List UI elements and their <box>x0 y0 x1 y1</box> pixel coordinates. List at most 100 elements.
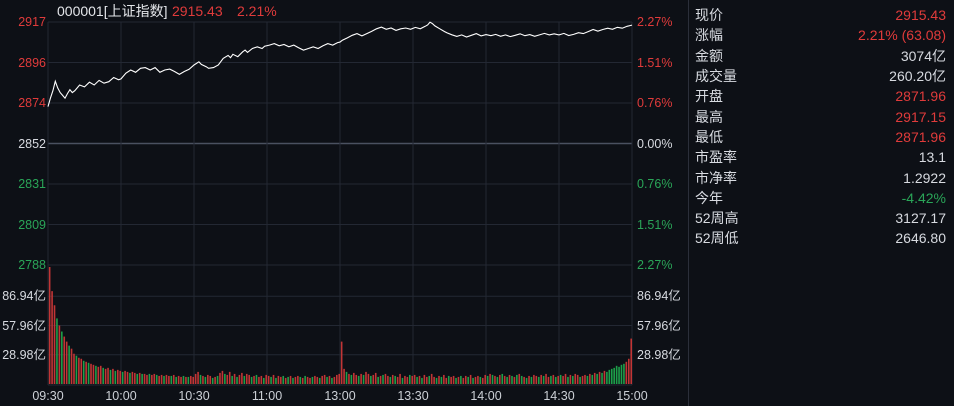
volume-bar <box>250 376 253 384</box>
volume-bar <box>243 375 246 384</box>
volume-bar <box>270 376 272 384</box>
volume-bar <box>114 370 117 384</box>
volume-bar <box>340 341 343 384</box>
volume-bar <box>608 369 611 384</box>
volume-bar <box>194 373 197 384</box>
volume-bar <box>601 372 603 384</box>
volume-bar <box>92 364 95 384</box>
volume-bar <box>297 375 299 384</box>
quote-row-value: 2915.43 <box>895 7 946 24</box>
volume-bar <box>219 372 221 384</box>
quote-row-value: 2917.15 <box>895 108 946 125</box>
volume-bar <box>408 374 411 384</box>
volume-bar <box>374 372 377 384</box>
volume-bar <box>491 374 494 384</box>
quote-row-value: 1.2922 <box>903 169 946 186</box>
volume-bar <box>518 373 521 384</box>
quote-row: 开盘 2871.96 <box>689 86 954 106</box>
volume-bar <box>615 365 618 384</box>
volume-bar <box>197 371 199 384</box>
volume-bar <box>564 373 567 384</box>
volume-bar <box>520 375 523 384</box>
volume-bar <box>292 377 294 384</box>
volume-bar <box>589 373 591 384</box>
quote-row: 成交量 260.20亿 <box>689 66 954 86</box>
volume-bar <box>389 376 392 384</box>
volume-bar <box>499 374 501 384</box>
volume-bar <box>423 374 426 384</box>
volume-bar <box>185 376 187 384</box>
volume-bar <box>112 368 114 384</box>
volume-bar <box>443 374 445 384</box>
volume-bar <box>447 375 450 384</box>
volume-bar <box>221 370 224 384</box>
quote-row-value: 3074亿 <box>900 47 946 64</box>
volume-bar <box>391 374 394 384</box>
percent-axis-label: 0.00% <box>637 136 673 151</box>
volume-bar <box>131 371 134 384</box>
quote-row: 金额 3074亿 <box>689 46 954 66</box>
volume-bar <box>267 375 270 384</box>
volume-bar <box>231 375 233 384</box>
volume-bar <box>97 366 100 384</box>
volume-bar <box>258 376 260 384</box>
volume-bar <box>65 341 68 384</box>
volume-bar <box>146 374 148 384</box>
time-axis-label: 15:00 <box>616 389 648 403</box>
volume-bar <box>567 376 569 384</box>
panel-divider <box>688 0 689 406</box>
volume-bar <box>533 374 535 384</box>
volume-bar <box>345 371 348 384</box>
volume-bar <box>165 374 168 384</box>
volume-bar <box>382 374 384 384</box>
volume-bar <box>214 376 216 384</box>
quote-row: 52周高 3127.17 <box>689 208 954 228</box>
volume-bar <box>370 375 372 384</box>
volume-bar <box>299 376 302 384</box>
symbol-title: 000001[上证指数] <box>57 3 168 19</box>
volume-bar <box>627 358 630 384</box>
volume-bar <box>284 377 287 384</box>
volume-bar <box>275 377 277 384</box>
volume-bar <box>301 377 304 384</box>
volume-bar <box>554 376 557 384</box>
volume-bar <box>304 375 306 384</box>
quote-row-label: 最高 <box>695 108 723 125</box>
quote-row-label: 今年 <box>695 189 723 206</box>
volume-bar <box>494 375 496 384</box>
volume-bar <box>199 374 202 384</box>
volume-bar <box>481 377 484 384</box>
volume-bar <box>56 318 58 384</box>
volume-bar <box>516 374 518 384</box>
volume-bar <box>606 371 608 384</box>
volume-bar <box>394 375 396 384</box>
volume-bar <box>226 374 229 384</box>
volume-bar <box>316 376 319 384</box>
quote-panel: 现价 2915.43 涨幅 2.21% (63.08) 金额 3074亿 成交量 260.20… <box>689 5 954 249</box>
volume-bar <box>450 376 452 384</box>
volume-bar <box>82 360 85 384</box>
volume-bar <box>87 362 90 384</box>
volume-bar <box>180 376 182 384</box>
volume-bar <box>78 357 80 384</box>
price-axis-label: 2831 <box>18 177 46 191</box>
volume-bar <box>211 377 214 384</box>
quote-row-value: 2871.96 <box>895 128 946 145</box>
volume-bar <box>603 370 606 384</box>
volume-bar <box>421 377 423 384</box>
volume-bar <box>445 377 448 384</box>
volume-bar <box>557 375 560 384</box>
volume-bar <box>182 375 185 384</box>
volume-bar <box>126 371 129 384</box>
volume-bar <box>523 376 525 384</box>
volume-bar <box>418 375 421 384</box>
volume-bar <box>479 376 482 384</box>
quote-row: 最低 2871.96 <box>689 127 954 147</box>
quote-row-label: 涨幅 <box>695 27 723 44</box>
volume-bar <box>90 363 92 384</box>
volume-bar <box>343 368 345 384</box>
volume-bar <box>216 375 219 384</box>
volume-bar <box>598 371 601 384</box>
quote-row-label: 金额 <box>695 47 723 64</box>
